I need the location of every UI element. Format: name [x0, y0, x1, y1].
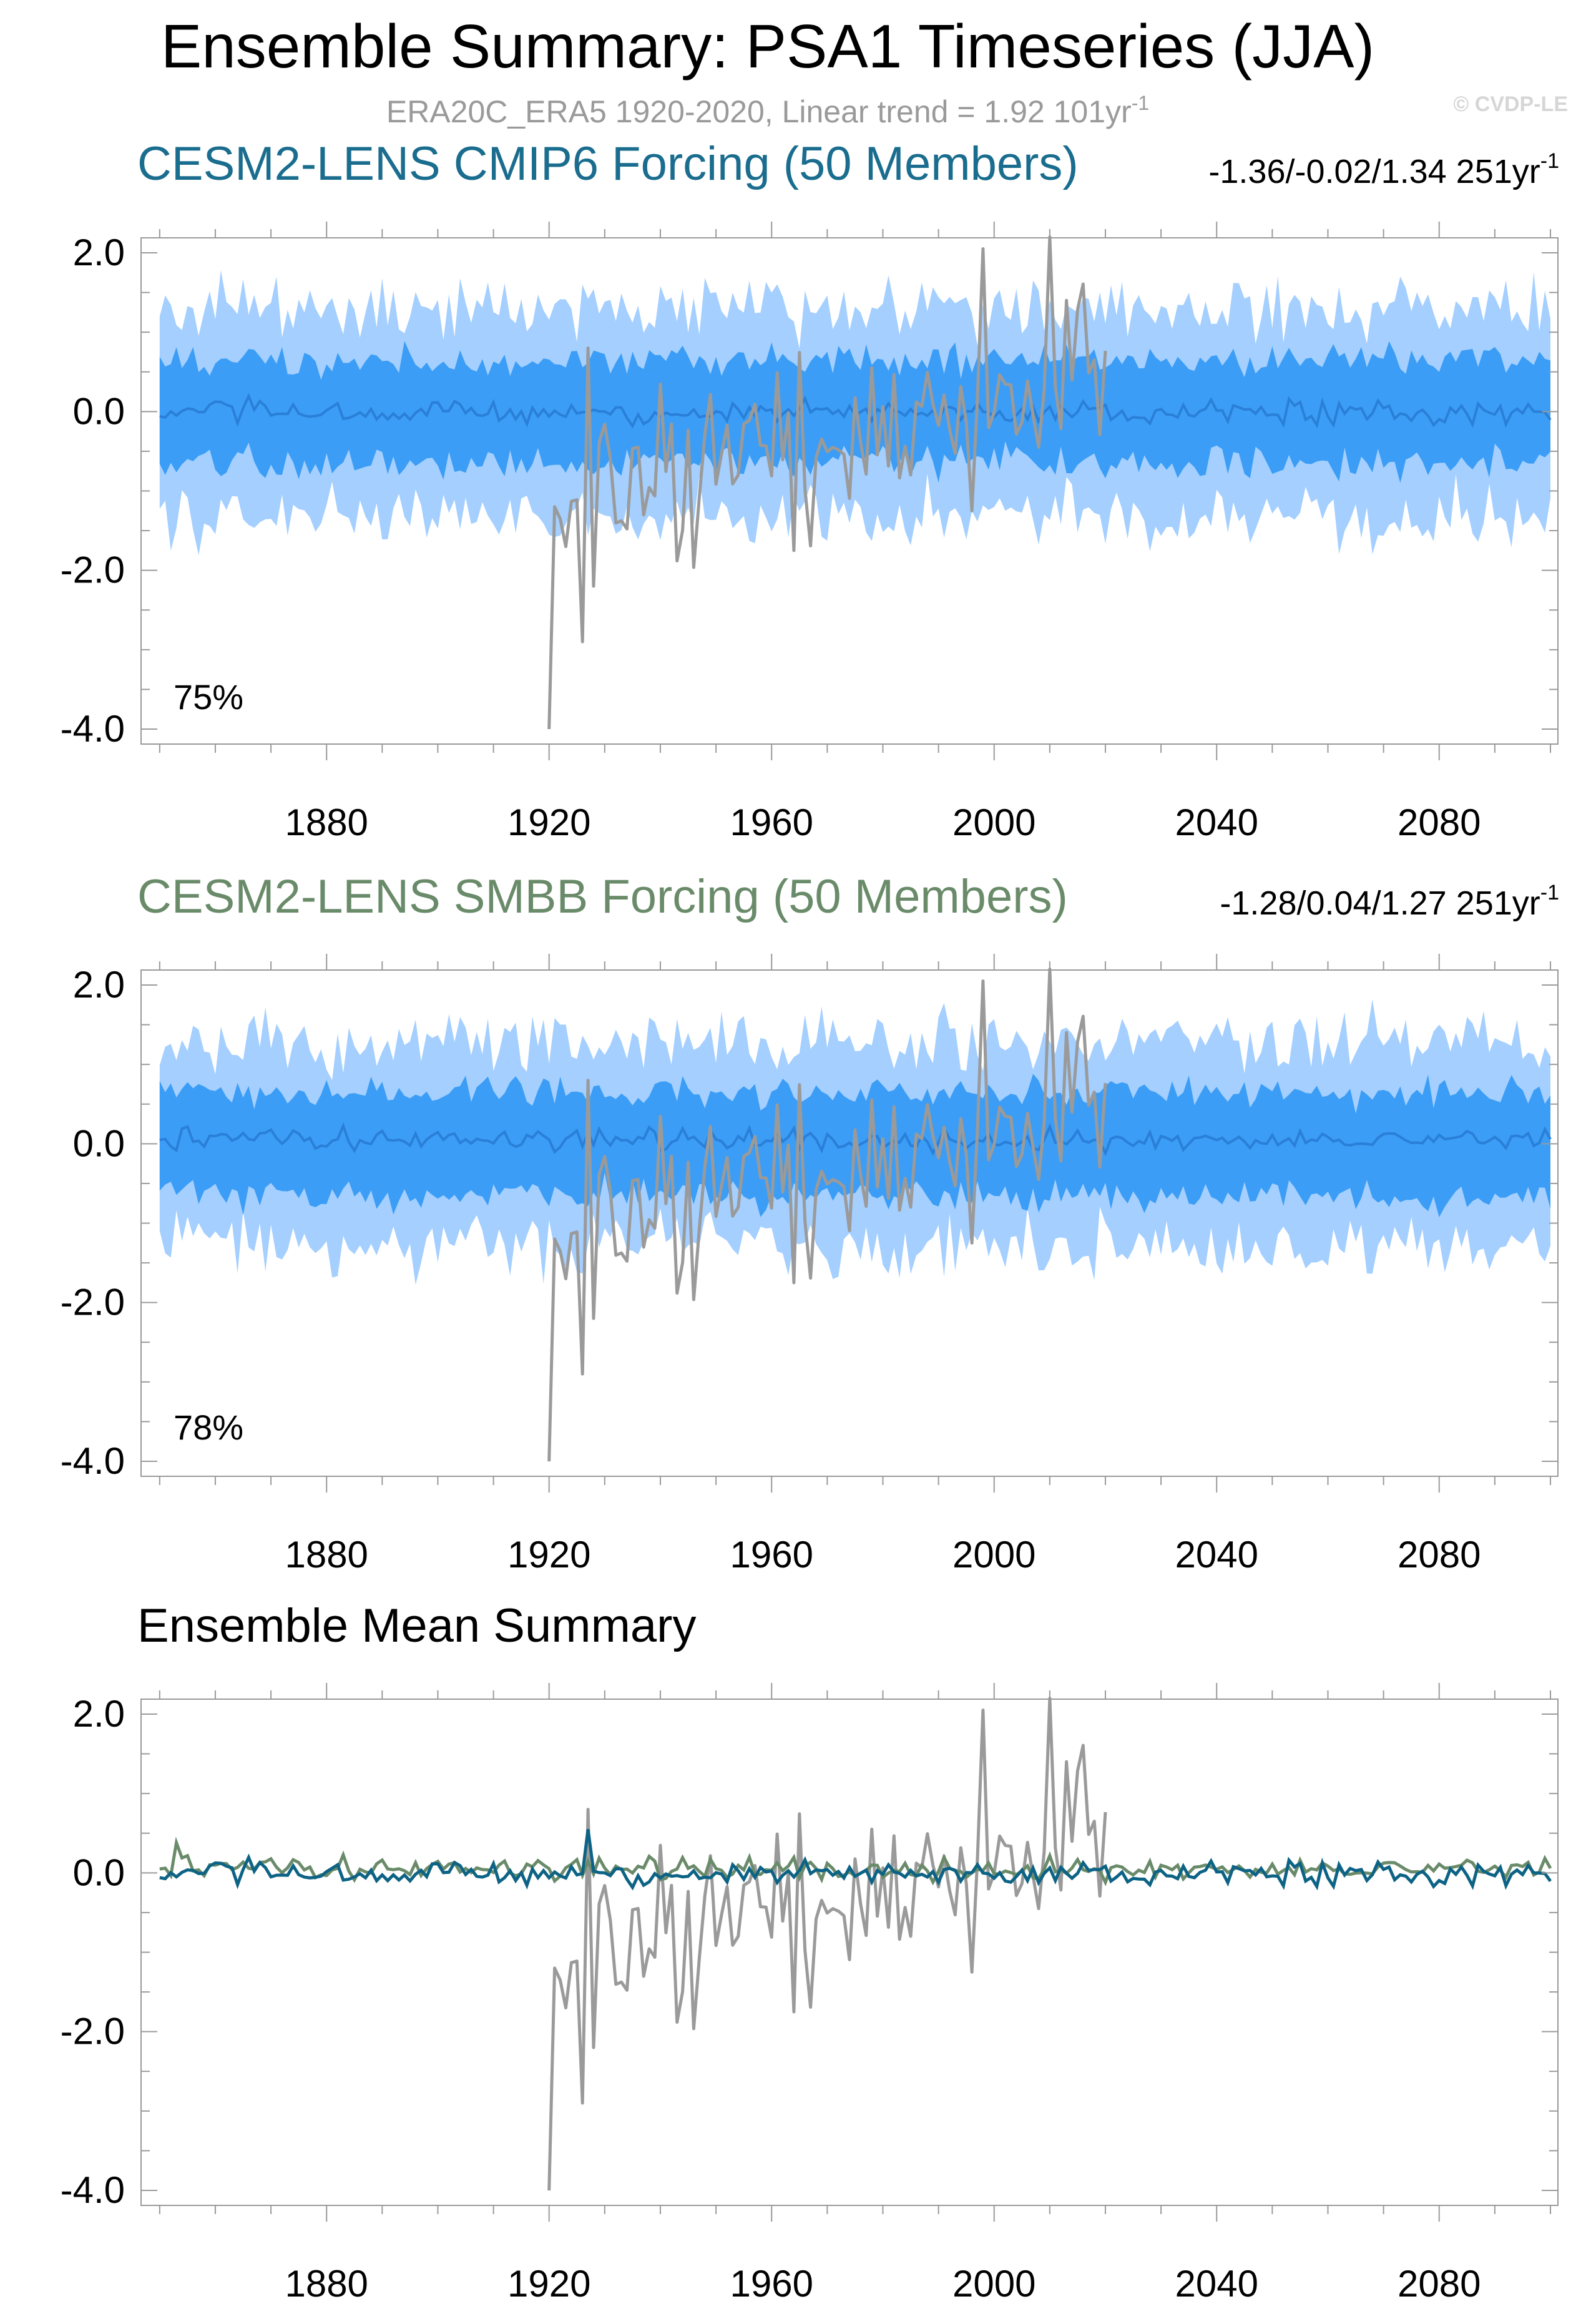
panel-ensemble-mean-title: Ensemble Mean Summary — [137, 1599, 696, 1652]
subtitle-base: ERA20C_ERA5 1920-2020, Linear trend = 1.… — [386, 94, 1132, 129]
figure-subtitle: ERA20C_ERA5 1920-2020, Linear trend = 1.… — [386, 92, 1149, 129]
x-tick-label: 2080 — [1398, 2263, 1481, 2305]
panel-smbb: CESM2-LENS SMBB Forcing (50 Members) -1.… — [61, 870, 1559, 1576]
panel-smbb-plot-area: 2.0 0.0 -2.0 -4.0 1880 1920 1960 2000 2040 2080 — [61, 954, 1559, 1576]
observed-line — [547, 1697, 1107, 2191]
panel-cmip6-stats-sup: -1 — [1540, 149, 1559, 173]
panel-cmip6-title: CESM2-LENS CMIP6 Forcing (50 Members) — [137, 137, 1079, 190]
panel-ensemble-mean-plot-area: 2.0 0.0 -2.0 -4.0 1880 1920 1960 2000 2040 2080 — [61, 1683, 1559, 2305]
x-tick-label: 2040 — [1175, 1534, 1258, 1576]
subtitle-sup: -1 — [1132, 92, 1149, 114]
y-tick-label: 2.0 — [73, 1693, 125, 1735]
figure-title: Ensemble Summary: PSA1 Timeseries (JJA) — [161, 12, 1374, 81]
y-tick-label: -2.0 — [61, 549, 125, 591]
panel-cmip6: CESM2-LENS CMIP6 Forcing (50 Members) -1… — [61, 137, 1559, 843]
x-tick-label: 1920 — [507, 1534, 590, 1576]
x-tick-label: 1920 — [507, 2263, 590, 2305]
panel-smbb-title: CESM2-LENS SMBB Forcing (50 Members) — [137, 870, 1068, 923]
x-tick-label: 1880 — [285, 802, 368, 843]
x-tick-label: 2040 — [1175, 802, 1258, 843]
cvdp-watermark: © CVDP-LE — [1453, 92, 1568, 116]
panel-smbb-stats-sup: -1 — [1540, 881, 1559, 905]
x-tick-label: 2080 — [1398, 1534, 1481, 1576]
x-tick-label: 1880 — [285, 1534, 368, 1576]
x-tick-label: 1960 — [730, 802, 813, 843]
panel-ensemble-mean: Ensemble Mean Summary 2.0 0.0 -2.0 -4.0 1880… — [61, 1599, 1559, 2305]
x-tick-label: 2040 — [1175, 2263, 1258, 2305]
cmip6-mean-line — [159, 1829, 1552, 1891]
y-tick-label: -2.0 — [61, 2011, 125, 2052]
y-tick-label: -4.0 — [61, 1440, 125, 1482]
y-tick-label: 0.0 — [73, 1122, 125, 1164]
x-tick-label: 2000 — [952, 2263, 1035, 2305]
panel-cmip6-plot-area: 2.0 0.0 -2.0 -4.0 1880 1920 1960 2000 2040 2080 — [61, 222, 1559, 843]
panel-cmip6-percent: 75% — [174, 677, 243, 717]
x-tick-label: 2080 — [1398, 802, 1481, 843]
x-tick-label: 1880 — [285, 2263, 368, 2305]
y-tick-label: 0.0 — [73, 390, 125, 432]
y-tick-label: -2.0 — [61, 1282, 125, 1323]
x-tick-label: 1960 — [730, 2263, 813, 2305]
panel-smbb-stats: -1.28/0.04/1.27 251yr-1 — [1220, 881, 1559, 922]
panel-smbb-stats-text: -1.28/0.04/1.27 251yr — [1220, 885, 1540, 922]
y-tick-label: 0.0 — [73, 1851, 125, 1893]
observed-line — [547, 235, 1107, 730]
y-tick-label: -4.0 — [61, 2169, 125, 2211]
x-tick-label: 2000 — [952, 802, 1035, 843]
x-tick-label: 1920 — [507, 802, 590, 843]
y-tick-label: -4.0 — [61, 708, 125, 750]
y-tick-label: 2.0 — [73, 964, 125, 1006]
panel-cmip6-stats-text: -1.36/-0.02/1.34 251yr — [1208, 153, 1540, 190]
y-tick-label: 2.0 — [73, 232, 125, 273]
panel-smbb-percent: 78% — [174, 1408, 243, 1447]
observed-line — [547, 968, 1107, 1462]
panel-cmip6-stats: -1.36/-0.02/1.34 251yr-1 — [1208, 149, 1559, 190]
x-tick-label: 2000 — [952, 1534, 1035, 1576]
x-tick-label: 1960 — [730, 1534, 813, 1576]
